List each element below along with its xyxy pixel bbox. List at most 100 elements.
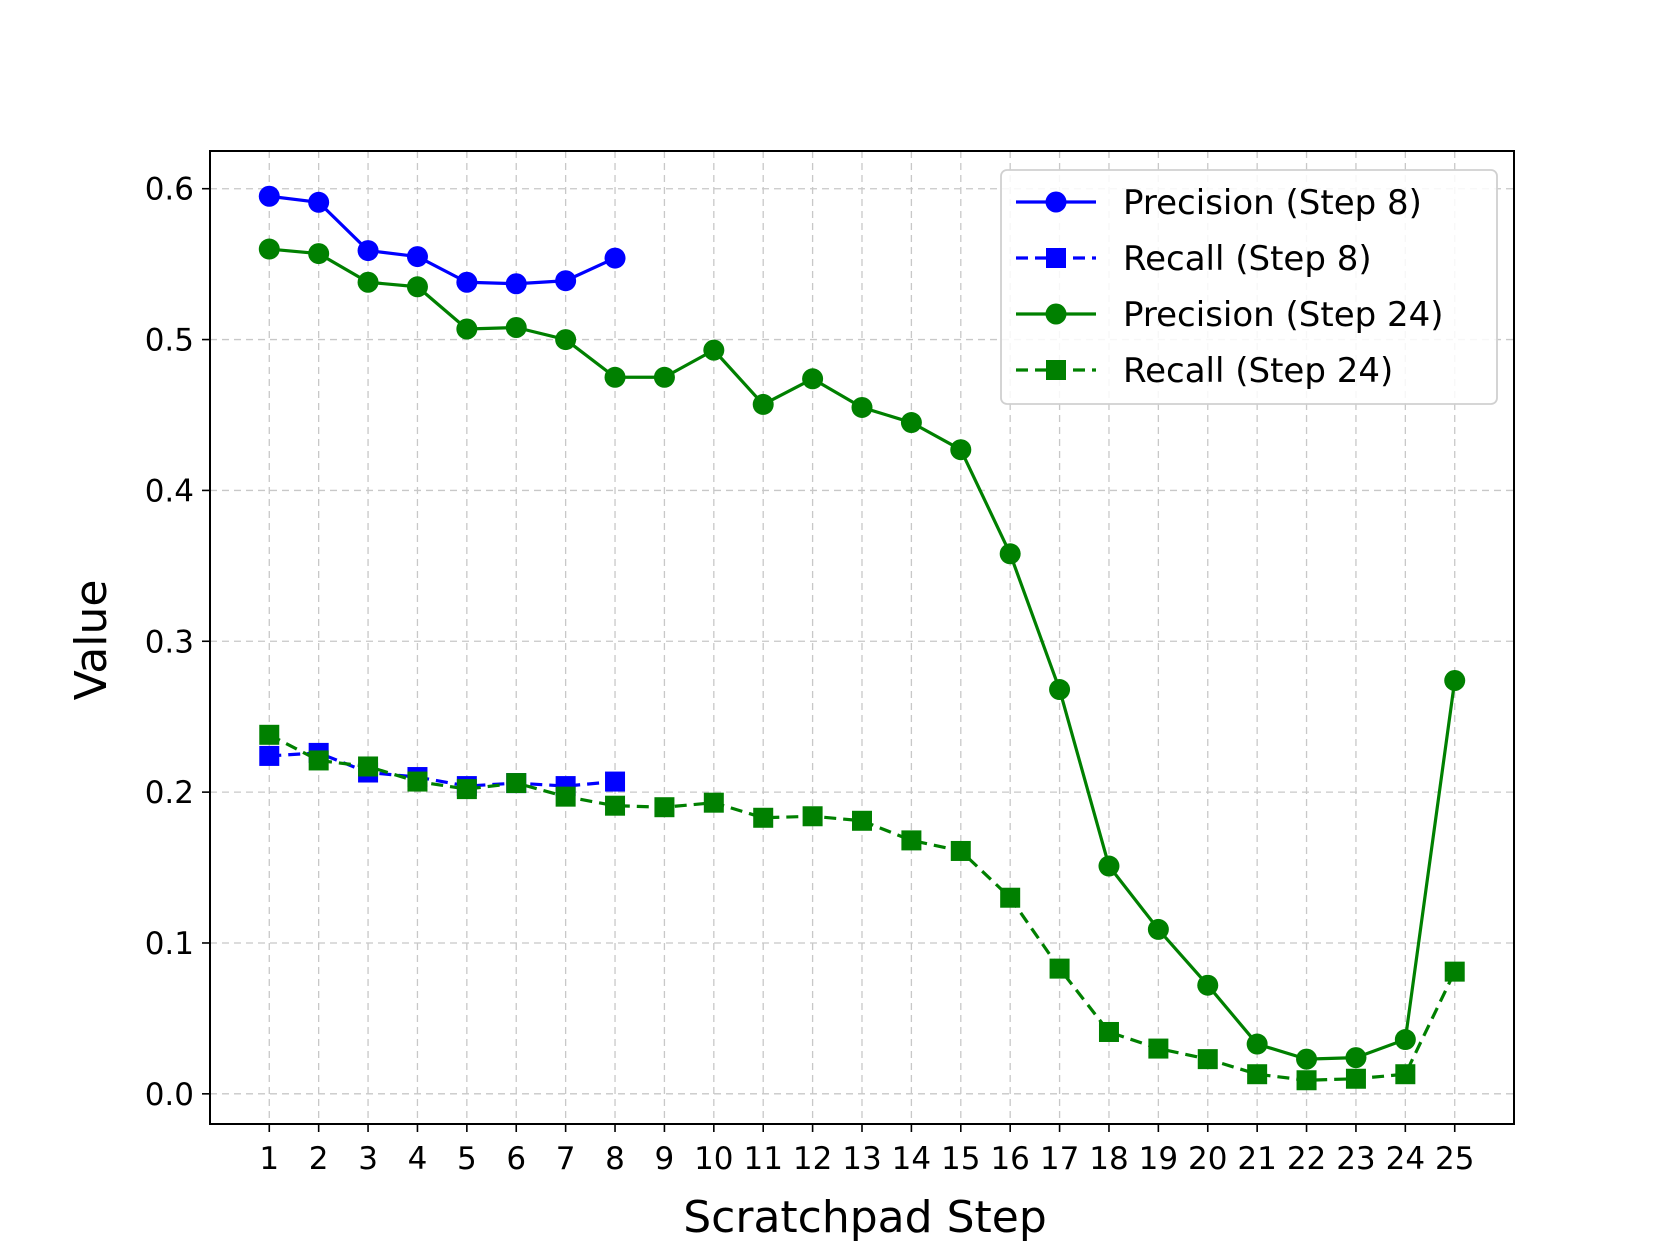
circle-marker (653, 366, 675, 388)
square-marker (1000, 887, 1021, 908)
series-4 (259, 724, 1465, 1091)
x-tick-label: 22 (1287, 1141, 1326, 1177)
square-marker (308, 750, 329, 771)
legend-item: Precision (Step 8) (1016, 183, 1422, 223)
legend-label: Recall (Step 8) (1123, 239, 1372, 279)
x-tick-label: 16 (990, 1141, 1029, 1177)
legend-label: Precision (Step 8) (1123, 183, 1422, 223)
grid-lines (210, 151, 1514, 1124)
square-marker (1098, 1021, 1119, 1042)
y-tick-label: 0.6 (145, 172, 194, 208)
axis-ticks: 1 2 3 4 5 6 7 8 9 10 11 12 13 14 15 16 17 18 19 20 21 22 23 24 2… (145, 172, 1475, 1177)
square-marker (654, 797, 675, 818)
y-tick-label: 0.0 (145, 1077, 194, 1113)
circle-marker (851, 396, 873, 418)
circle-marker (406, 276, 428, 298)
circle-marker (1197, 974, 1219, 996)
y-tick-label: 0.4 (145, 473, 194, 509)
square-marker (1049, 958, 1070, 979)
square-marker (605, 795, 626, 816)
circle-marker (1098, 855, 1120, 877)
circle-marker (1394, 1029, 1416, 1051)
square-marker (1395, 1064, 1416, 1085)
x-tick-label: 5 (457, 1141, 477, 1177)
x-tick-label: 25 (1435, 1141, 1474, 1177)
square-marker (950, 840, 971, 861)
circle-marker (1049, 679, 1071, 701)
circle-marker (604, 247, 626, 269)
x-tick-label: 10 (694, 1141, 733, 1177)
circle-marker (1246, 1033, 1268, 1055)
legend-label: Precision (Step 24) (1123, 295, 1444, 335)
x-tick-label: 23 (1336, 1141, 1375, 1177)
square-marker (1197, 1049, 1218, 1070)
circle-marker (604, 366, 626, 388)
y-tick-label: 0.2 (145, 775, 194, 811)
square-marker (802, 806, 823, 827)
x-tick-label: 21 (1237, 1141, 1276, 1177)
circle-marker (950, 439, 972, 461)
x-tick-label: 4 (408, 1141, 428, 1177)
square-marker (1247, 1064, 1268, 1085)
x-tick-label: 12 (793, 1141, 832, 1177)
circle-marker (505, 273, 527, 295)
square-marker (407, 771, 428, 792)
x-tick-label: 8 (605, 1141, 625, 1177)
x-tick-label: 24 (1386, 1141, 1425, 1177)
x-tick-label: 7 (556, 1141, 576, 1177)
circle-marker (703, 339, 725, 361)
y-tick-label: 0.5 (145, 323, 194, 359)
legend-item: Recall (Step 8) (1016, 239, 1372, 279)
legend-square-marker (1046, 360, 1066, 380)
circle-marker (752, 393, 774, 415)
circle-marker (999, 543, 1021, 565)
x-tick-label: 1 (259, 1141, 279, 1177)
series-3 (258, 238, 1466, 1070)
legend-circle-marker (1045, 303, 1067, 325)
circle-marker (900, 412, 922, 434)
circle-marker (456, 318, 478, 340)
square-marker (259, 745, 280, 766)
square-marker (753, 807, 774, 828)
x-tick-label: 3 (358, 1141, 378, 1177)
circle-marker (357, 240, 379, 262)
x-tick-label: 2 (309, 1141, 329, 1177)
square-marker (1345, 1068, 1366, 1089)
circle-marker (258, 185, 280, 207)
x-tick-label: 19 (1139, 1141, 1178, 1177)
circle-marker (505, 316, 527, 338)
circle-marker (1444, 669, 1466, 691)
legend-square-marker (1046, 248, 1066, 268)
legend-circle-marker (1045, 191, 1067, 213)
x-tick-label: 6 (506, 1141, 526, 1177)
square-marker (1148, 1038, 1169, 1059)
circle-marker (1296, 1048, 1318, 1070)
square-marker (605, 771, 626, 792)
x-tick-label: 17 (1040, 1141, 1079, 1177)
x-tick-label: 15 (941, 1141, 980, 1177)
square-marker (506, 773, 527, 794)
circle-marker (802, 368, 824, 390)
series-1 (258, 185, 626, 295)
square-marker (901, 830, 922, 851)
square-marker (1296, 1070, 1317, 1091)
x-tick-label: 20 (1188, 1141, 1227, 1177)
circle-marker (1147, 918, 1169, 940)
x-tick-label: 14 (892, 1141, 931, 1177)
circle-marker (258, 238, 280, 260)
legend-label: Recall (Step 24) (1123, 351, 1393, 391)
circle-marker (456, 271, 478, 293)
square-marker (358, 756, 379, 777)
square-marker (555, 786, 576, 807)
y-tick-label: 0.3 (145, 624, 194, 660)
circle-marker (555, 270, 577, 292)
square-marker (259, 724, 280, 745)
x-tick-label: 9 (655, 1141, 675, 1177)
legend: Precision (Step 8) Recall (Step 8) Precisi… (1000, 169, 1498, 405)
legend-box (1000, 169, 1498, 405)
circle-marker (308, 191, 330, 213)
square-marker (703, 792, 724, 813)
square-marker (852, 810, 872, 831)
square-marker (456, 779, 477, 800)
